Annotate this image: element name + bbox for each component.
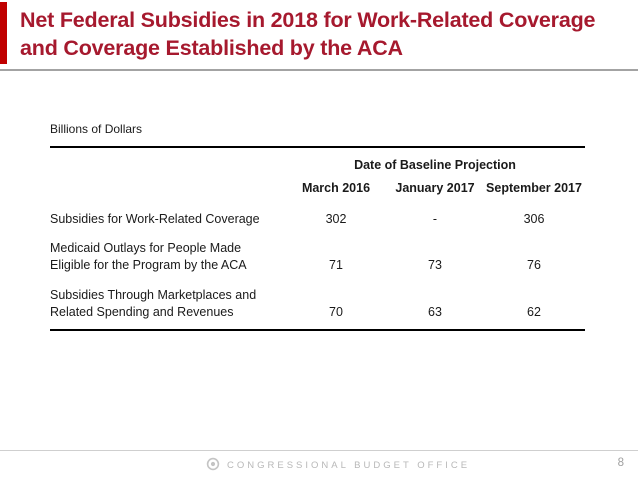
table-bottom-rule	[50, 329, 585, 331]
title-divider	[0, 69, 638, 71]
table-cell: 62	[527, 305, 541, 319]
row-label-work-related: Subsidies for Work-Related Coverage	[50, 212, 260, 226]
row-label-marketplaces-line-2: Related Spending and Revenues	[50, 305, 234, 319]
column-header-march-2016: March 2016	[301, 181, 371, 195]
title-line-2: and Coverage Established by the ACA	[20, 36, 403, 60]
row-label-medicaid-line-2: Eligible for the Program by the ACA	[50, 258, 247, 272]
footer-org-name: CONGRESSIONAL BUDGET OFFICE	[227, 460, 471, 471]
table-cell: 302	[325, 212, 347, 226]
title-line-1: Net Federal Subsidies in 2018 for Work-R…	[20, 8, 596, 32]
column-header-september-2017: September 2017	[486, 181, 582, 195]
row-label-medicaid-line-1: Medicaid Outlays for People Made	[50, 241, 242, 255]
units-label: Billions of Dollars	[50, 122, 143, 136]
table-cell: 71	[329, 258, 343, 272]
table-cell: 63	[428, 305, 442, 319]
table-cell: 73	[428, 258, 442, 272]
table-cell: 76	[527, 258, 541, 272]
page-number: 8	[617, 457, 624, 469]
table-cell: 306	[523, 212, 545, 226]
table-cell: 70	[329, 305, 343, 319]
title-accent-bar	[0, 2, 7, 64]
table-top-rule	[50, 146, 585, 148]
table-cell: -	[432, 212, 438, 226]
page-title: Net Federal Subsidies in 2018 for Work-R…	[20, 6, 626, 62]
cbo-seal-icon	[206, 457, 220, 471]
footer-divider	[0, 450, 638, 451]
table-group-header: Date of Baseline Projection	[354, 158, 516, 172]
row-label-marketplaces-line-1: Subsidies Through Marketplaces and	[50, 288, 257, 302]
column-header-january-2017: January 2017	[395, 181, 475, 195]
